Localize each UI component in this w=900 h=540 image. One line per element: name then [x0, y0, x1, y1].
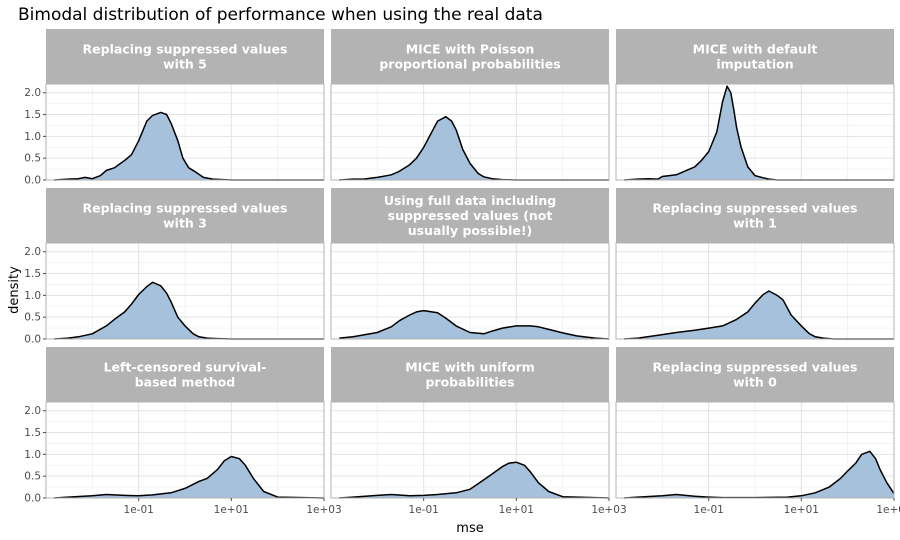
plot-border	[615, 242, 895, 340]
plot-border	[615, 83, 895, 181]
x-tick-label: 1e+01	[499, 504, 534, 516]
facet-strip	[46, 347, 324, 402]
facet-title: Replacing suppressed values	[653, 201, 858, 216]
density-area	[54, 456, 324, 498]
chart-title: Bimodal distribution of performance when…	[18, 5, 543, 25]
density-line	[54, 111, 324, 181]
facet-strip	[331, 188, 609, 243]
facet-strip	[616, 29, 894, 84]
y-tick-label: 1.5	[24, 109, 41, 121]
density-area	[339, 462, 609, 498]
y-tick-label: 2.0	[24, 405, 41, 417]
facet-title: usually possible!)	[408, 223, 533, 238]
x-tick-label: 1e-01	[124, 504, 154, 516]
facet-title: Replacing suppressed values	[83, 42, 288, 57]
facet-panel: Left-censored survival-based method 0.0 0.…	[24, 347, 342, 516]
facet-title: imputation	[716, 57, 793, 72]
density-line	[624, 85, 894, 181]
density-line	[339, 115, 609, 181]
density-area	[54, 282, 324, 339]
density-line	[339, 309, 610, 340]
density-line	[54, 281, 324, 340]
y-tick-label: 0.5	[24, 153, 41, 165]
y-tick-label: 1.0	[24, 449, 41, 461]
x-tick-label: 1e+01	[214, 504, 249, 516]
x-tick-label: 1e+03	[591, 504, 626, 516]
x-tick-label: 1e+03	[306, 504, 341, 516]
facet-title: Left-censored survival-	[104, 360, 267, 375]
facet-title: MICE with default	[693, 42, 818, 57]
facet-title: MICE with Poisson	[406, 42, 535, 57]
plot-border	[45, 83, 325, 181]
facet-strip	[331, 29, 609, 84]
facet-strip	[331, 347, 609, 402]
facet-title: with 0	[733, 375, 777, 390]
density-area	[624, 291, 894, 339]
facet-strip	[46, 188, 324, 243]
x-axis-title: mse	[456, 521, 483, 536]
y-tick-label: 0.0	[24, 334, 41, 346]
facet-title: proportional probabilities	[379, 57, 560, 72]
facet-title: probabilities	[425, 375, 514, 390]
density-line	[54, 455, 325, 499]
facet-strip	[616, 347, 894, 402]
y-tick-label: 1.5	[24, 268, 41, 280]
facet-title: with 3	[163, 216, 207, 231]
plot-border	[45, 401, 325, 499]
plot-border	[45, 242, 325, 340]
facet-title: MICE with uniform	[405, 360, 535, 375]
density-line	[339, 461, 610, 499]
facet-strip	[616, 188, 894, 243]
y-tick-label: 0.5	[24, 471, 41, 483]
facet-title: based method	[135, 375, 236, 390]
facet-title: Replacing suppressed values	[83, 201, 288, 216]
x-tick-label: 1e-01	[694, 504, 724, 516]
y-tick-label: 0.5	[24, 312, 41, 324]
y-tick-label: 1.0	[24, 290, 41, 302]
x-tick-label: 1e+01	[784, 504, 819, 516]
y-tick-label: 0.0	[24, 175, 41, 187]
facet-title: Using full data including	[384, 193, 556, 208]
y-tick-label: 0.0	[24, 493, 41, 505]
y-tick-label: 1.5	[24, 427, 41, 439]
y-tick-label: 1.0	[24, 131, 41, 143]
x-tick-label: 1e+03	[876, 504, 900, 516]
density-line	[624, 450, 895, 499]
density-area	[624, 451, 894, 498]
facet-title: with 1	[733, 216, 777, 231]
facet-title: suppressed values (not	[388, 208, 553, 223]
facet-strip	[46, 29, 324, 84]
y-axis-title: density	[7, 266, 22, 314]
plot-border	[330, 83, 610, 181]
facet-title: with 5	[163, 57, 207, 72]
density-area	[339, 310, 609, 339]
plot-border	[330, 401, 610, 499]
plot-border	[615, 401, 895, 499]
y-tick-label: 2.0	[24, 246, 41, 258]
density-line	[624, 290, 894, 340]
facet-title: Replacing suppressed values	[653, 360, 858, 375]
y-tick-label: 2.0	[24, 87, 41, 99]
x-tick-label: 1e-01	[409, 504, 439, 516]
plot-border	[330, 242, 610, 340]
